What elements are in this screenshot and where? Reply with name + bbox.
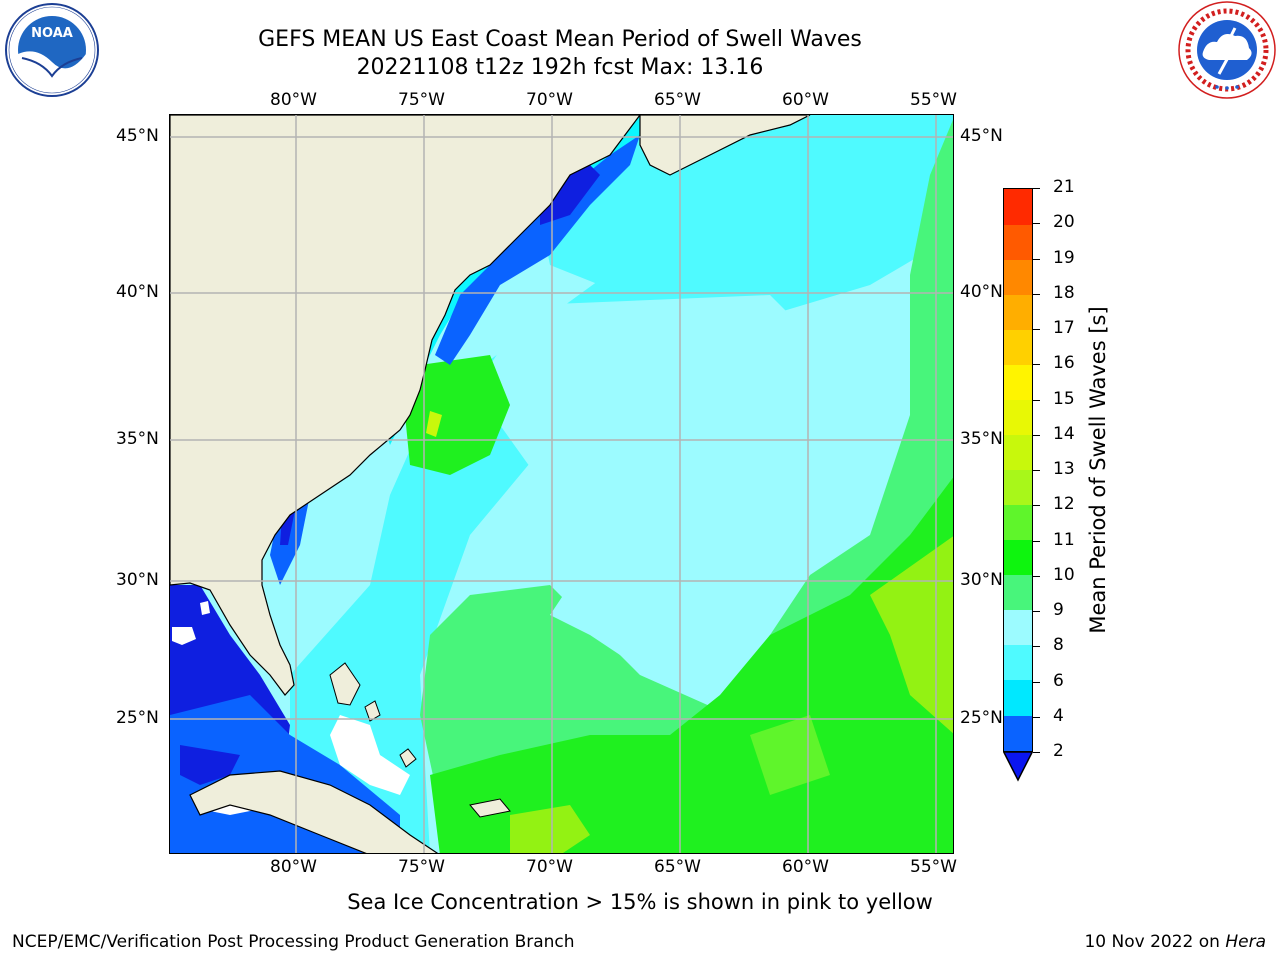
lat-label-left: 45°N bbox=[116, 126, 159, 146]
lon-label-bottom: 75°W bbox=[398, 857, 445, 877]
lon-label-top: 55°W bbox=[910, 90, 957, 110]
colorbar-tick-mark bbox=[1033, 540, 1040, 542]
lon-label-bottom: 60°W bbox=[782, 857, 829, 877]
map-panel bbox=[169, 114, 954, 854]
lat-label-right: 25°N bbox=[960, 708, 1003, 728]
cuba-land bbox=[189, 770, 439, 853]
lon-label-bottom: 55°W bbox=[910, 857, 957, 877]
colorbar-tick-mark bbox=[1033, 188, 1040, 189]
colorbar-tick-mark bbox=[1033, 575, 1040, 577]
colorbar-tick-label: 18 bbox=[1053, 282, 1075, 303]
chart-title: GEFS MEAN US East Coast Mean Period of S… bbox=[258, 27, 862, 52]
lon-label-bottom: 70°W bbox=[526, 857, 573, 877]
colorbar-underflow-triangle bbox=[1003, 752, 1033, 782]
colorbar-tick-mark bbox=[1033, 258, 1040, 260]
colorbar-segment bbox=[1004, 399, 1032, 436]
national-weather-service-logo-icon bbox=[1178, 1, 1276, 99]
footer-date-host: 10 Nov 2022 on Hera bbox=[1084, 932, 1266, 952]
footer-host: Hera bbox=[1225, 932, 1266, 952]
colorbar-tick-mark bbox=[1033, 611, 1040, 612]
colorbar-segment bbox=[1004, 224, 1032, 260]
colorbar-segment bbox=[1004, 504, 1032, 541]
swell-period-map bbox=[170, 115, 953, 853]
colorbar-tick-label: 17 bbox=[1053, 318, 1075, 338]
colorbar-segment bbox=[1004, 329, 1032, 365]
lat-label-left: 30°N bbox=[116, 570, 159, 590]
lon-label-top: 75°W bbox=[398, 90, 445, 110]
lat-label-right: 40°N bbox=[960, 282, 1003, 302]
colorbar-tick-mark bbox=[1033, 470, 1040, 471]
lon-label-top: 60°W bbox=[782, 90, 829, 110]
colorbar-tick-mark bbox=[1033, 223, 1040, 225]
colorbar-tick-label: 6 bbox=[1053, 670, 1064, 691]
colorbar-tick-label: 14 bbox=[1053, 423, 1075, 444]
colorbar-tick-label: 21 bbox=[1053, 177, 1075, 197]
colorbar-segment bbox=[1004, 679, 1032, 716]
colorbar-tick-mark bbox=[1033, 646, 1040, 648]
lon-label-bottom: 65°W bbox=[654, 857, 701, 877]
colorbar-segment bbox=[1004, 574, 1032, 611]
canada-maritimes-land bbox=[639, 115, 811, 176]
colorbar-tick-mark bbox=[1033, 364, 1040, 366]
colorbar-tick-mark bbox=[1033, 434, 1040, 436]
ocean-yellow-green-zone bbox=[870, 536, 953, 734]
colorbar-tick-label: 10 bbox=[1053, 564, 1075, 585]
lat-label-left: 40°N bbox=[116, 282, 159, 302]
masked-area bbox=[172, 627, 196, 645]
colorbar-tick-label: 4 bbox=[1053, 705, 1064, 726]
colorbar-segment bbox=[1004, 364, 1032, 400]
colorbar-tick-mark bbox=[1033, 752, 1040, 753]
colorbar-label: Mean Period of Swell Waves [s] bbox=[1086, 306, 1110, 634]
colorbar-segment bbox=[1004, 539, 1032, 576]
bahamas-island bbox=[329, 662, 361, 706]
lon-label-top: 65°W bbox=[654, 90, 701, 110]
colorbar-tick-label: 9 bbox=[1053, 600, 1064, 620]
colorbar-segment bbox=[1004, 714, 1032, 751]
colorbar-tick-mark bbox=[1033, 716, 1040, 718]
graticule bbox=[170, 115, 953, 853]
colorbar-tick-label: 11 bbox=[1053, 529, 1075, 550]
colorbar-tick-label: 13 bbox=[1053, 459, 1075, 479]
sea-ice-note: Sea Ice Concentration > 15% is shown in … bbox=[347, 890, 933, 914]
lon-label-top: 80°W bbox=[270, 90, 317, 110]
colorbar-tick-mark bbox=[1033, 505, 1040, 507]
colorbar-tick-label: 12 bbox=[1053, 494, 1075, 515]
lon-label-bottom: 80°W bbox=[270, 857, 317, 877]
colorbar-segment bbox=[1004, 644, 1032, 681]
us-east-coast-land bbox=[170, 115, 641, 696]
colorbar-segment bbox=[1004, 609, 1032, 646]
colorbar bbox=[1003, 188, 1033, 752]
colorbar-tick-label: 15 bbox=[1053, 388, 1075, 409]
colorbar-segment bbox=[1004, 434, 1032, 471]
lat-label-right: 35°N bbox=[960, 429, 1003, 449]
footer-producer: NCEP/EMC/Verification Post Processing Pr… bbox=[12, 932, 575, 952]
lat-label-left: 35°N bbox=[116, 429, 159, 449]
colorbar-segment bbox=[1004, 469, 1032, 506]
lat-label-right: 30°N bbox=[960, 570, 1003, 590]
colorbar-tick-mark bbox=[1033, 329, 1040, 330]
colorbar-tick-label: 2 bbox=[1053, 741, 1064, 761]
colorbar-segment bbox=[1004, 259, 1032, 295]
colorbar-tick-label: 19 bbox=[1053, 247, 1075, 268]
colorbar-tick-label: 20 bbox=[1053, 212, 1075, 233]
colorbar-segment bbox=[1004, 189, 1032, 225]
footer-date: 10 Nov 2022 on bbox=[1084, 932, 1226, 952]
lat-label-right: 45°N bbox=[960, 126, 1003, 146]
colorbar-tick-label: 8 bbox=[1053, 635, 1064, 656]
colorbar-tick-label: 16 bbox=[1053, 353, 1075, 374]
colorbar-tick-mark bbox=[1033, 681, 1040, 683]
colorbar-tick-mark bbox=[1033, 399, 1040, 401]
colorbar-segment bbox=[1004, 294, 1032, 330]
noaa-logo-text: NOAA bbox=[31, 26, 73, 41]
lat-label-left: 25°N bbox=[116, 708, 159, 728]
noaa-logo-icon: NOAA bbox=[5, 3, 99, 97]
colorbar-tick-mark bbox=[1033, 293, 1040, 295]
chart-subtitle: 20221108 t12z 192h fcst Max: 13.16 bbox=[356, 55, 764, 80]
lon-label-top: 70°W bbox=[526, 90, 573, 110]
coastal-blue-zone bbox=[435, 135, 640, 365]
